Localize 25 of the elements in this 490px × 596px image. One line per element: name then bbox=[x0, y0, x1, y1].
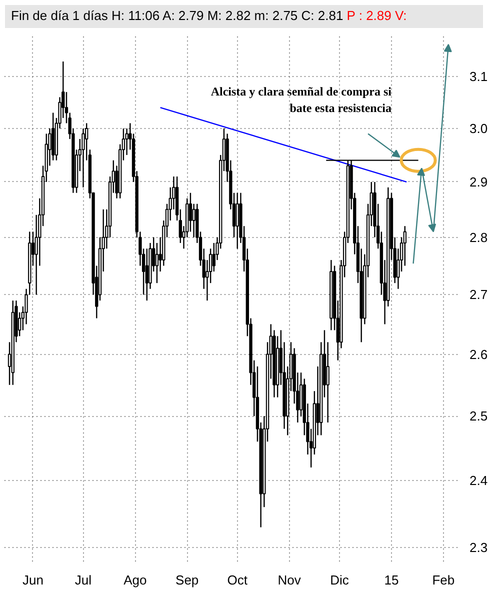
y-tick-label: 2.5 bbox=[470, 408, 488, 424]
y-tick-label: 3.1 bbox=[470, 69, 488, 84]
y-tick-label: 2.3 bbox=[470, 540, 488, 556]
candlestick bbox=[145, 248, 148, 302]
x-tick-label: Jun bbox=[22, 572, 44, 588]
x-tick-label: Nov bbox=[278, 572, 302, 588]
x-tick-label: Sep bbox=[176, 572, 199, 588]
y-tick-label: 2.6 bbox=[470, 346, 488, 362]
x-tick-label: Feb bbox=[432, 572, 455, 588]
x-tick-label: Jul bbox=[74, 572, 92, 588]
y-tick-label: 3.0 bbox=[470, 120, 488, 136]
candlestick bbox=[192, 203, 196, 238]
y-tick-label: 2.7 bbox=[470, 287, 488, 302]
x-tick-label: Oct bbox=[227, 572, 248, 588]
x-tick-label: Ago bbox=[124, 572, 147, 588]
candlestick bbox=[326, 342, 330, 424]
candlestick bbox=[236, 192, 239, 250]
chart-subtitle: P : 2.89 V: bbox=[346, 8, 407, 23]
y-tick-label: 2.9 bbox=[470, 174, 488, 190]
y-tick-label: 2.8 bbox=[470, 230, 488, 245]
chart-title: Fin de día 1 días H: 11:06 A: 2.79 M: 2.82 m: 2.75 C: 2.81 bbox=[11, 8, 344, 23]
annotation: Alcista y clara semñal de compra si bate esta resistencia bbox=[210, 84, 392, 116]
y-tick-label: 2.4 bbox=[470, 473, 488, 488]
x-tick-label: Dic bbox=[330, 572, 350, 588]
x-tick-label: 15 bbox=[384, 572, 399, 588]
